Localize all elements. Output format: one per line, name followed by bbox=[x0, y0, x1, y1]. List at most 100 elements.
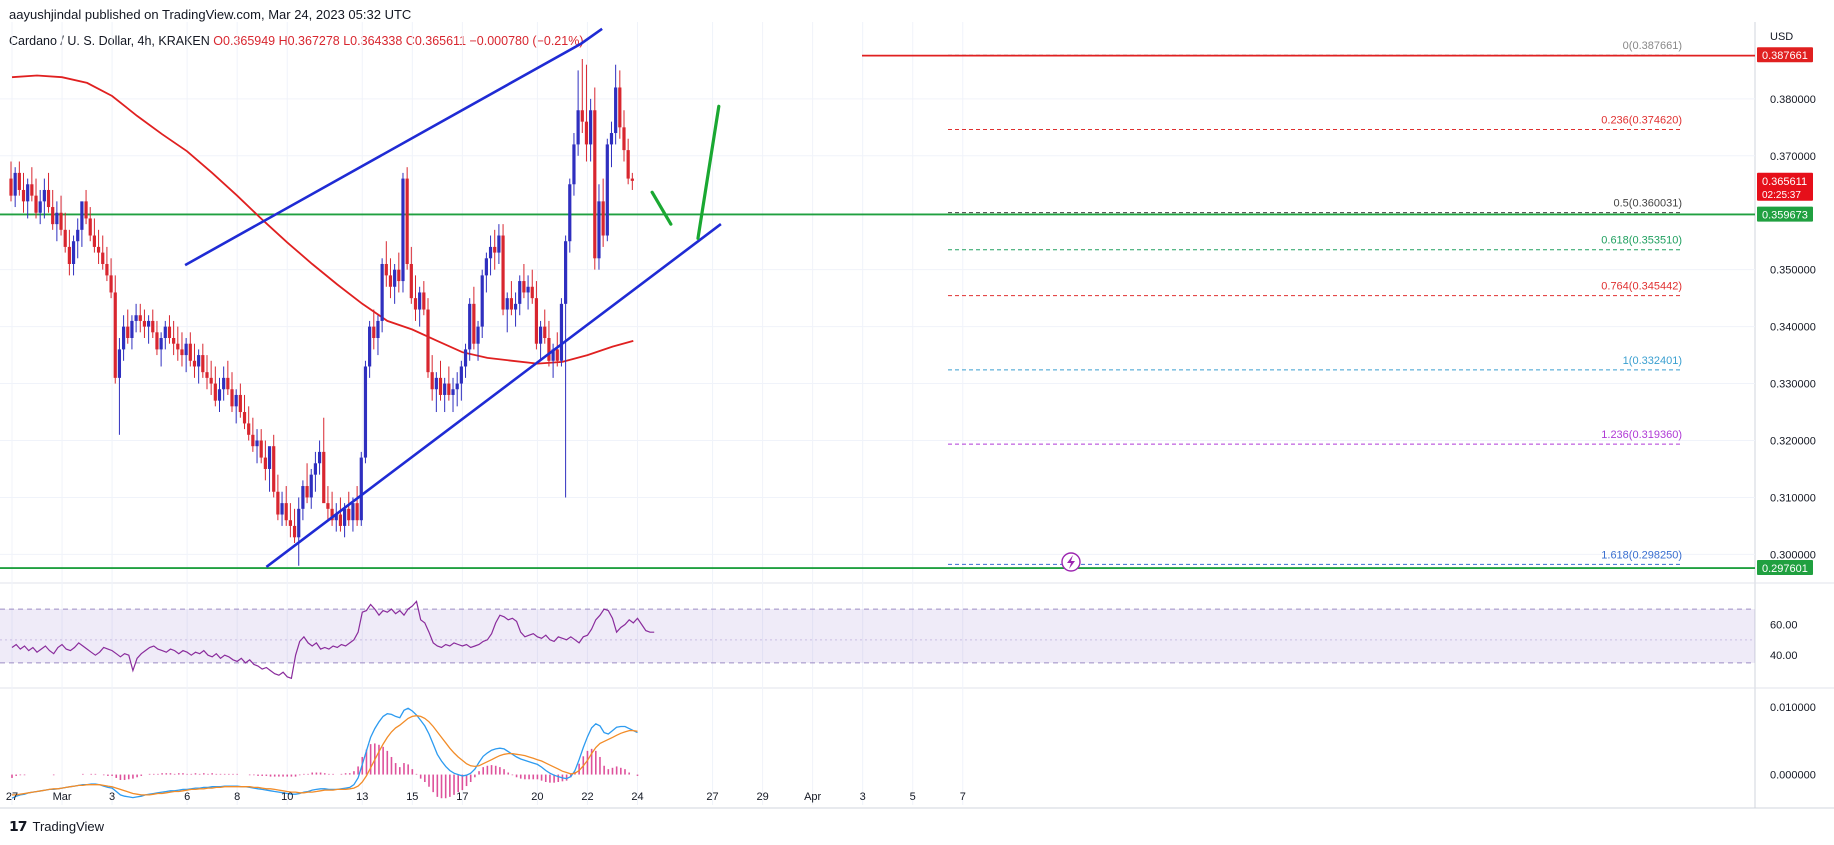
candle-body bbox=[38, 201, 42, 213]
candle-body bbox=[259, 440, 263, 458]
candle-body bbox=[589, 110, 593, 145]
candle-body bbox=[518, 281, 522, 304]
candle-body bbox=[584, 121, 589, 145]
candle-body bbox=[109, 275, 113, 293]
fib-label: 0.618(0.353510) bbox=[1601, 235, 1682, 247]
candle-body bbox=[213, 383, 217, 401]
candle-body bbox=[101, 252, 105, 264]
price-tick-label: 0.300000 bbox=[1770, 549, 1816, 561]
support-lower-price-label: 0.297601 bbox=[1762, 563, 1808, 575]
horizontal-levels bbox=[0, 54, 1755, 569]
candle-body bbox=[488, 246, 493, 259]
candle-body bbox=[167, 326, 172, 339]
time-tick-label: 7 bbox=[960, 791, 966, 803]
time-tick-label: 8 bbox=[234, 791, 240, 803]
time-tick-label: 15 bbox=[406, 791, 418, 803]
candle-body bbox=[413, 298, 418, 310]
candle-body bbox=[484, 258, 488, 276]
projection-arrow bbox=[696, 104, 721, 240]
candle-body bbox=[497, 235, 501, 253]
candle-body bbox=[76, 229, 80, 242]
publisher-line: aayushjindal published on TradingView.co… bbox=[9, 7, 412, 22]
candle-body bbox=[155, 332, 159, 350]
candle-body bbox=[172, 338, 176, 344]
fib-label: 1.236(0.319360) bbox=[1601, 429, 1682, 441]
candle-body bbox=[59, 212, 63, 230]
rsi-panel: 60.00 40.00 bbox=[0, 600, 1798, 680]
macd-panel: 0.010000 0.000000 bbox=[11, 702, 1816, 799]
candle-body bbox=[205, 372, 209, 378]
price-tick-label: 0.370000 bbox=[1770, 151, 1816, 163]
candle-body bbox=[530, 286, 534, 299]
candle-body bbox=[322, 451, 326, 504]
candle-body bbox=[618, 87, 622, 128]
candle-body bbox=[384, 263, 388, 276]
candle-body bbox=[88, 218, 92, 236]
fib-label: 1.618(0.298250) bbox=[1601, 549, 1682, 561]
candle-body bbox=[197, 355, 201, 367]
candle-body bbox=[113, 292, 117, 378]
candle-body bbox=[297, 508, 301, 538]
candle-body bbox=[526, 286, 530, 293]
candle-body bbox=[626, 150, 630, 179]
support-upper-price-label-bg bbox=[1757, 206, 1813, 222]
fib-label: 0.236(0.374620) bbox=[1601, 115, 1682, 127]
current-price-label-countdown: 02:25:37 bbox=[1762, 190, 1801, 201]
candle-body bbox=[209, 377, 213, 384]
candle-body bbox=[326, 503, 330, 509]
price-axis: 0.380000 0.370000 0.350000 0.340000 0.330000… bbox=[1770, 94, 1816, 562]
candle-body bbox=[188, 343, 192, 361]
time-tick-label: Apr bbox=[804, 791, 821, 803]
candle-body bbox=[409, 263, 413, 299]
candle-body bbox=[347, 508, 351, 521]
candle-body bbox=[163, 326, 167, 339]
candle-body bbox=[51, 207, 55, 225]
candle-body bbox=[368, 326, 372, 367]
macd-tick-label: 0.010000 bbox=[1770, 702, 1816, 714]
candle-body bbox=[201, 355, 205, 373]
candle-body bbox=[397, 269, 401, 282]
candle-body bbox=[242, 412, 247, 424]
candle-body bbox=[405, 178, 409, 264]
lightning-icon[interactable] bbox=[1061, 552, 1081, 572]
candle-body bbox=[313, 463, 318, 475]
candle-body bbox=[576, 110, 580, 145]
candle-body bbox=[426, 309, 430, 373]
ohlc-values: O0.365949 H0.367278 L0.364338 C0.365611 … bbox=[213, 34, 584, 48]
candle-body bbox=[380, 263, 384, 321]
candle-body bbox=[80, 201, 84, 230]
candle-body bbox=[17, 172, 21, 190]
candle-body bbox=[597, 201, 601, 259]
candle-body bbox=[480, 275, 484, 327]
tv-logo-icon: 𝟭𝟳 bbox=[9, 818, 28, 834]
candle-body bbox=[363, 366, 368, 458]
candle-body bbox=[451, 389, 455, 395]
price-tick-label: 0.330000 bbox=[1770, 379, 1816, 391]
fib-label: 0(0.387661) bbox=[1623, 40, 1682, 52]
candle-body bbox=[355, 503, 359, 521]
candle-body bbox=[430, 372, 434, 390]
time-tick-label: 22 bbox=[581, 791, 593, 803]
candle-body bbox=[334, 514, 338, 521]
candle-body bbox=[13, 172, 17, 196]
candle-body bbox=[388, 275, 393, 287]
time-tick-label: 6 bbox=[184, 791, 190, 803]
candle-body bbox=[105, 263, 109, 276]
candle-body bbox=[580, 110, 584, 122]
candle-body bbox=[238, 394, 242, 413]
moving-average bbox=[11, 74, 634, 365]
projection-arrow bbox=[650, 190, 673, 226]
candle-body bbox=[192, 360, 197, 367]
candle-body bbox=[522, 281, 526, 293]
candle-body bbox=[538, 326, 543, 344]
candle-body bbox=[247, 423, 251, 435]
candle-body bbox=[276, 491, 280, 515]
tradingview-brand[interactable]: 𝟭𝟳 TradingView bbox=[9, 818, 104, 835]
candle-body bbox=[267, 446, 272, 469]
candle-body bbox=[55, 212, 59, 225]
candle-body bbox=[138, 315, 142, 321]
candle-body bbox=[96, 246, 101, 253]
projection-arrows bbox=[650, 104, 721, 240]
